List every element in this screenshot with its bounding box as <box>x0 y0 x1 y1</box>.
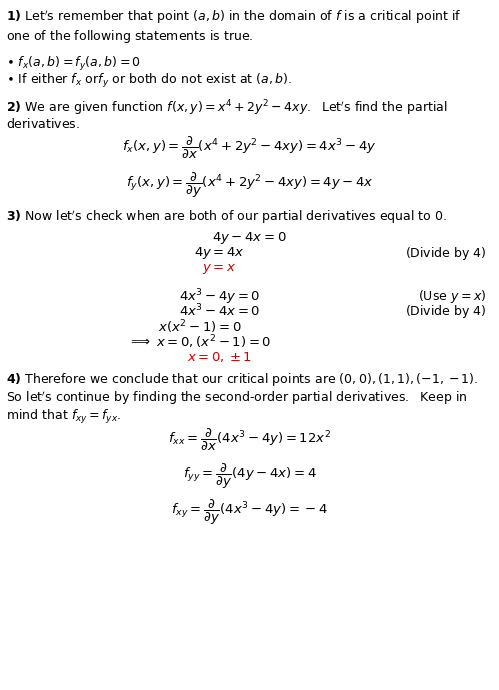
Text: $\mathbf{2)}\ \mathrm{We\ are\ given\ function}\ f(x,y) = x^4 + 2y^2 - 4xy.\ \ \: $\mathbf{2)}\ \mathrm{We\ are\ given\ fu… <box>6 98 448 117</box>
Text: $f_y(x,y) = \dfrac{\partial}{\partial y}(x^4 + 2y^2 - 4xy) = 4y - 4x$: $f_y(x,y) = \dfrac{\partial}{\partial y}… <box>126 171 373 200</box>
Text: $\mathrm{(Divide\ by\ 4)}$: $\mathrm{(Divide\ by\ 4)}$ <box>405 303 487 320</box>
Text: $\mathrm{one\ of\ the\ following\ statements\ is\ true.}$: $\mathrm{one\ of\ the\ following\ statem… <box>6 28 253 45</box>
Text: $4y - 4x = 0$: $4y - 4x = 0$ <box>212 230 287 246</box>
Text: $\mathrm{derivatives.}$: $\mathrm{derivatives.}$ <box>6 117 80 130</box>
Text: $4x^3 - 4x = 0$: $4x^3 - 4x = 0$ <box>179 303 260 319</box>
Text: $f_x(x,y) = \dfrac{\partial}{\partial x}(x^4 + 2y^2 - 4xy) = 4x^3 - 4y$: $f_x(x,y) = \dfrac{\partial}{\partial x}… <box>122 135 377 161</box>
Text: $\mathbf{1)}\ \mathrm{Let's\ remember\ that\ point}\ (a,b)\ \mathrm{in\ the\ dom: $\mathbf{1)}\ \mathrm{Let's\ remember\ t… <box>6 9 462 26</box>
Text: $\Longrightarrow\ x = 0, (x^2-1) = 0$: $\Longrightarrow\ x = 0, (x^2-1) = 0$ <box>128 333 271 351</box>
Text: $4x^3 - 4y = 0$: $4x^3 - 4y = 0$ <box>179 288 260 307</box>
Text: $4y = 4x$: $4y = 4x$ <box>194 245 245 261</box>
Text: $x(x^2-1) = 0$: $x(x^2-1) = 0$ <box>158 318 242 336</box>
Text: $\mathrm{(Divide\ by\ 4)}$: $\mathrm{(Divide\ by\ 4)}$ <box>405 245 487 262</box>
Text: $\mathrm{(Use}\ y = x\mathrm{)}$: $\mathrm{(Use}\ y = x\mathrm{)}$ <box>418 288 487 305</box>
Text: $\mathbf{3)}\ \mathrm{Now\ let's\ check\ when\ are\ both\ of\ our\ partial\ deri: $\mathbf{3)}\ \mathrm{Now\ let's\ check\… <box>6 208 447 226</box>
Text: $\mathrm{So\ let's\ continue\ by\ finding\ the\ second\text{-}order\ partial\ de: $\mathrm{So\ let's\ continue\ by\ findin… <box>6 390 468 407</box>
Text: $\mathrm{mind\ that}\ f_{xy}=f_{yx}.$: $\mathrm{mind\ that}\ f_{xy}=f_{yx}.$ <box>6 408 121 426</box>
Text: $f_{xy} = \dfrac{\partial}{\partial y}(4x^3 - 4y) = -4$: $f_{xy} = \dfrac{\partial}{\partial y}(4… <box>171 498 328 527</box>
Text: $\bullet\ f_x(a,b) = f_y(a,b) = 0$: $\bullet\ f_x(a,b) = f_y(a,b) = 0$ <box>6 55 141 72</box>
Text: $x= 0, \pm 1$: $x= 0, \pm 1$ <box>187 350 252 364</box>
Text: $\bullet\ \mathrm{If\ either}\ f_x\ \mathrm{or} f_y\ \mathrm{or\ both\ do\ not\ : $\bullet\ \mathrm{If\ either}\ f_x\ \mat… <box>6 72 292 90</box>
Text: $y= x$: $y= x$ <box>203 262 237 275</box>
Text: $\mathbf{4)}\ \mathrm{Therefore\ we\ conclude\ that\ our\ critical\ points\ are}: $\mathbf{4)}\ \mathrm{Therefore\ we\ con… <box>6 371 479 388</box>
Text: $f_{xx} = \dfrac{\partial}{\partial x}(4x^3 - 4y) = 12x^2$: $f_{xx} = \dfrac{\partial}{\partial x}(4… <box>168 427 331 453</box>
Text: $f_{yy} = \dfrac{\partial}{\partial y}(4y - 4x) = 4$: $f_{yy} = \dfrac{\partial}{\partial y}(4… <box>183 462 316 491</box>
